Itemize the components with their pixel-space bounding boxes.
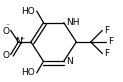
Text: N: N bbox=[15, 37, 22, 46]
Text: ⁻: ⁻ bbox=[6, 21, 10, 30]
Text: HO: HO bbox=[21, 68, 35, 77]
Text: F: F bbox=[108, 37, 113, 46]
Text: O: O bbox=[3, 27, 10, 36]
Text: +: + bbox=[20, 36, 25, 41]
Text: F: F bbox=[104, 26, 109, 35]
Text: HO: HO bbox=[21, 7, 35, 16]
Text: N: N bbox=[66, 57, 72, 66]
Text: O: O bbox=[3, 51, 10, 60]
Text: F: F bbox=[104, 49, 109, 58]
Text: NH: NH bbox=[66, 18, 79, 27]
